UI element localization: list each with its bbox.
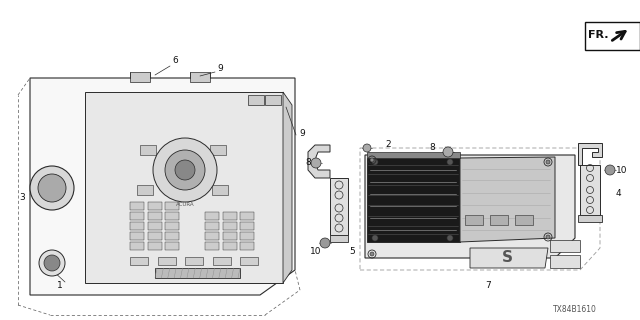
Circle shape: [447, 235, 453, 241]
Text: TX84B1610: TX84B1610: [553, 306, 597, 315]
Text: 5: 5: [349, 247, 355, 257]
Circle shape: [447, 159, 453, 165]
Polygon shape: [365, 155, 575, 258]
Polygon shape: [308, 145, 330, 178]
Polygon shape: [367, 152, 460, 158]
Polygon shape: [130, 242, 144, 250]
Polygon shape: [85, 92, 283, 283]
Polygon shape: [148, 212, 162, 220]
Polygon shape: [212, 257, 230, 265]
Polygon shape: [137, 185, 153, 195]
Polygon shape: [165, 232, 179, 240]
Text: 2: 2: [385, 140, 391, 148]
Polygon shape: [155, 268, 240, 278]
Polygon shape: [130, 212, 144, 220]
Polygon shape: [223, 232, 237, 240]
Polygon shape: [580, 165, 600, 215]
Text: 9: 9: [217, 63, 223, 73]
Polygon shape: [240, 232, 254, 240]
Polygon shape: [148, 222, 162, 230]
Text: 7: 7: [485, 281, 491, 290]
Polygon shape: [223, 222, 237, 230]
Polygon shape: [248, 95, 264, 105]
Polygon shape: [148, 232, 162, 240]
Text: 4: 4: [615, 188, 621, 197]
Polygon shape: [165, 212, 179, 220]
Polygon shape: [578, 143, 602, 165]
Circle shape: [443, 147, 453, 157]
Polygon shape: [165, 222, 179, 230]
Polygon shape: [240, 242, 254, 250]
Circle shape: [546, 235, 550, 239]
Polygon shape: [130, 232, 144, 240]
Polygon shape: [165, 242, 179, 250]
Circle shape: [30, 166, 74, 210]
Circle shape: [38, 174, 66, 202]
Polygon shape: [330, 235, 348, 242]
Text: 6: 6: [172, 55, 178, 65]
Circle shape: [165, 150, 205, 190]
Text: 8: 8: [429, 142, 435, 151]
Polygon shape: [165, 202, 179, 210]
Polygon shape: [470, 248, 548, 268]
Text: 3: 3: [19, 193, 25, 202]
Polygon shape: [515, 215, 533, 225]
Circle shape: [370, 158, 374, 162]
Polygon shape: [490, 215, 508, 225]
Polygon shape: [367, 158, 460, 242]
Polygon shape: [130, 257, 148, 265]
Polygon shape: [130, 72, 150, 82]
Text: S: S: [502, 250, 513, 265]
Polygon shape: [130, 222, 144, 230]
Polygon shape: [140, 145, 156, 155]
Polygon shape: [578, 215, 602, 222]
Polygon shape: [205, 232, 219, 240]
Text: FR.: FR.: [588, 30, 608, 40]
Polygon shape: [465, 215, 483, 225]
Bar: [585, 22, 640, 50]
Polygon shape: [205, 222, 219, 230]
Polygon shape: [30, 78, 295, 295]
Polygon shape: [210, 145, 226, 155]
Circle shape: [39, 250, 65, 276]
Circle shape: [175, 160, 195, 180]
Polygon shape: [157, 257, 175, 265]
Circle shape: [320, 238, 330, 248]
Polygon shape: [240, 257, 258, 265]
Circle shape: [605, 165, 615, 175]
Polygon shape: [130, 202, 144, 210]
Text: 10: 10: [310, 247, 322, 257]
Circle shape: [44, 255, 60, 271]
Polygon shape: [223, 212, 237, 220]
Circle shape: [370, 252, 374, 256]
Text: 8: 8: [305, 157, 311, 166]
Polygon shape: [205, 242, 219, 250]
Polygon shape: [240, 212, 254, 220]
Polygon shape: [550, 255, 580, 268]
Text: 10: 10: [616, 165, 628, 174]
Circle shape: [363, 144, 371, 152]
Circle shape: [372, 159, 378, 165]
Polygon shape: [185, 257, 203, 265]
Polygon shape: [240, 222, 254, 230]
Polygon shape: [550, 240, 580, 252]
Circle shape: [153, 138, 217, 202]
Polygon shape: [460, 157, 555, 242]
Polygon shape: [283, 92, 292, 283]
Polygon shape: [265, 95, 281, 105]
Polygon shape: [148, 202, 162, 210]
Polygon shape: [148, 242, 162, 250]
Polygon shape: [190, 72, 210, 82]
Circle shape: [546, 160, 550, 164]
Polygon shape: [330, 178, 348, 235]
Polygon shape: [205, 212, 219, 220]
Polygon shape: [223, 242, 237, 250]
Circle shape: [372, 235, 378, 241]
Polygon shape: [212, 185, 228, 195]
Text: ACURA: ACURA: [176, 203, 195, 207]
Text: 1: 1: [57, 281, 63, 290]
Text: 9: 9: [299, 129, 305, 138]
Circle shape: [311, 158, 321, 168]
